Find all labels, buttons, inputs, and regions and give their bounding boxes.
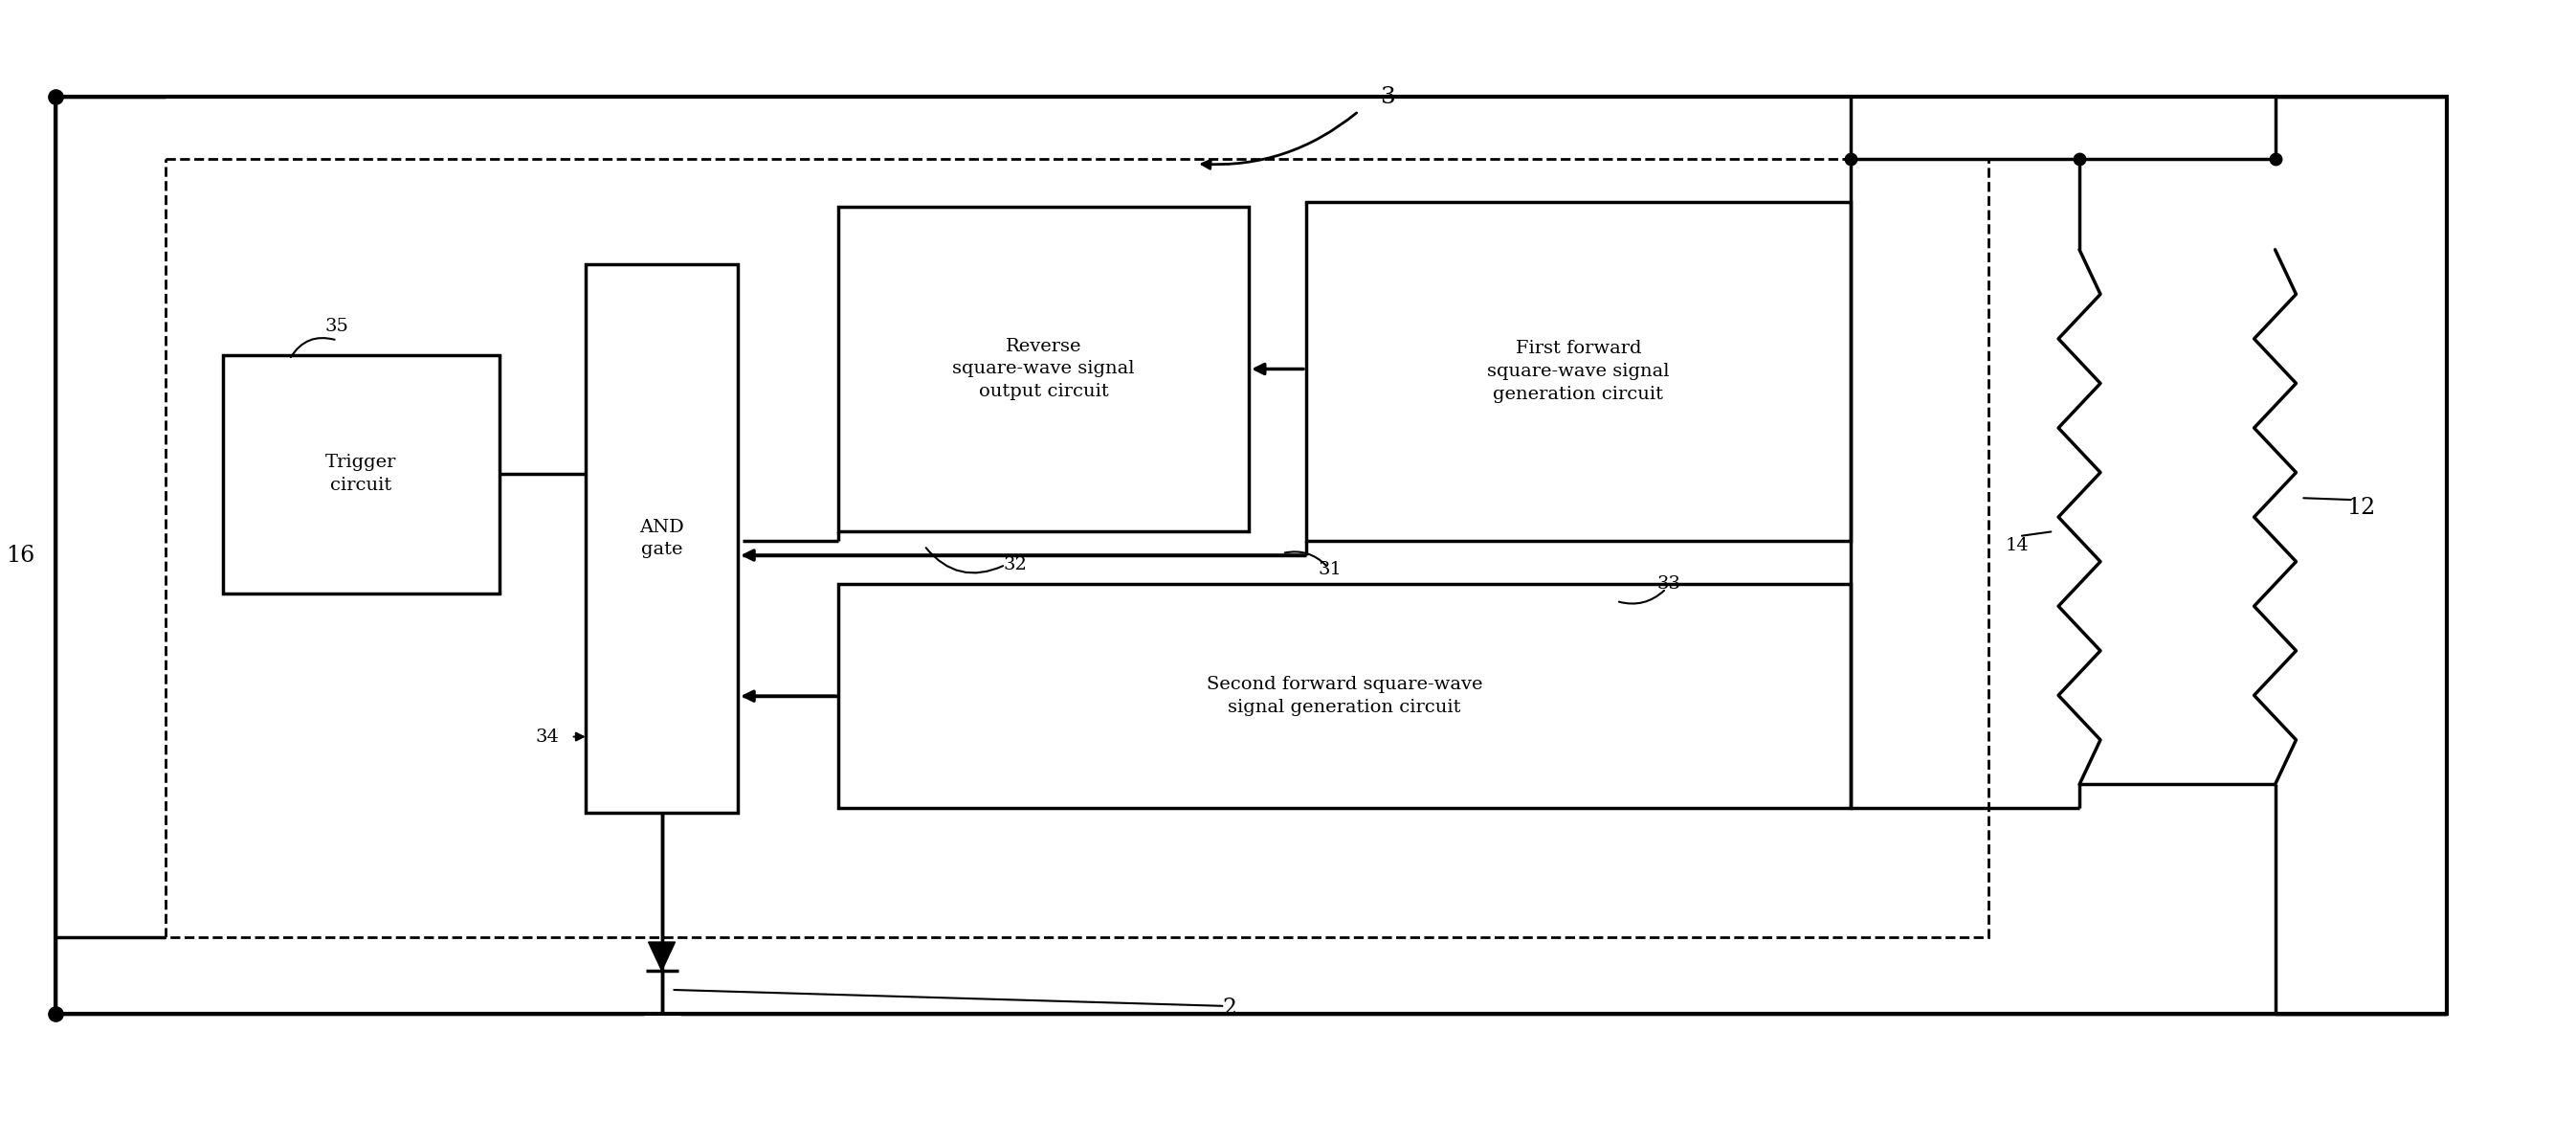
Bar [1306, 202, 1850, 541]
Bar [585, 263, 739, 813]
Text: Trigger
circuit: Trigger circuit [325, 454, 397, 494]
Text: AND
gate: AND gate [639, 519, 685, 558]
Bar [837, 584, 1850, 808]
Bar [57, 96, 2447, 1013]
Polygon shape [649, 942, 675, 971]
Text: 32: 32 [1002, 556, 1028, 574]
Text: Reverse
square-wave signal
output circuit: Reverse square-wave signal output circui… [953, 337, 1136, 400]
Text: 33: 33 [1656, 575, 1682, 593]
Bar [165, 159, 1989, 937]
Text: First forward
square-wave signal
generation circuit: First forward square-wave signal generat… [1486, 340, 1669, 402]
Text: 14: 14 [2007, 537, 2030, 554]
Text: 16: 16 [5, 544, 33, 566]
Bar [837, 206, 1249, 531]
Text: 3: 3 [1381, 86, 1394, 108]
Text: 12: 12 [2347, 497, 2375, 519]
Text: 35: 35 [325, 317, 350, 335]
Text: 2: 2 [1224, 998, 1236, 1020]
Text: Second forward square-wave
signal generation circuit: Second forward square-wave signal genera… [1206, 676, 1481, 716]
Bar [222, 354, 500, 593]
Text: 34: 34 [536, 728, 559, 745]
Text: 31: 31 [1319, 560, 1342, 578]
